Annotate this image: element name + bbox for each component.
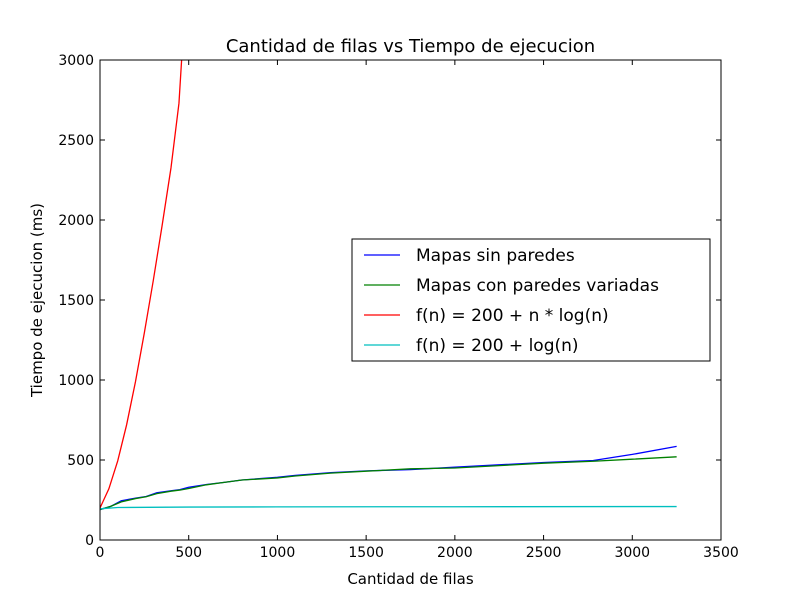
- legend: Mapas sin paredes Mapas con paredes varia…: [351, 238, 711, 362]
- x-tick-label: 0: [96, 545, 105, 561]
- legend-box: [351, 238, 711, 362]
- legend-label-1: Mapas sin paredes: [416, 246, 575, 266]
- legend-label-2: Mapas con paredes variadas: [416, 276, 659, 296]
- x-tick-label: 3000: [614, 545, 650, 561]
- x-tick-label: 2500: [526, 545, 562, 561]
- x-axis-label: Cantidad de filas: [347, 570, 474, 588]
- x-tick-label: 1000: [260, 545, 296, 561]
- chart-title: Cantidad de filas vs Tiempo de ejecucion: [226, 36, 595, 57]
- y-tick-label: 2000: [58, 213, 94, 229]
- y-tick-label: 3000: [58, 53, 94, 69]
- x-tick-label: 3500: [703, 545, 739, 561]
- legend-label-4: f(n) = 200 + log(n): [416, 336, 579, 356]
- y-tick-label: 2500: [58, 133, 94, 149]
- x-tick-label: 500: [175, 545, 202, 561]
- series-line-3: [100, 60, 183, 509]
- series-line-4: [100, 505, 677, 510]
- series-line-1: [100, 445, 677, 511]
- y-tick-label: 1000: [58, 373, 94, 389]
- x-tick-label: 2000: [437, 545, 473, 561]
- y-axis-label: Tiempo de ejecucion (ms): [28, 203, 46, 398]
- legend-label-3: f(n) = 200 + n * log(n): [416, 306, 609, 326]
- x-tick-label: 1500: [348, 545, 384, 561]
- series-line-2: [100, 456, 677, 511]
- y-tick-label: 1500: [58, 293, 94, 309]
- y-tick-label: 0: [85, 533, 94, 549]
- y-tick-label: 500: [67, 453, 94, 469]
